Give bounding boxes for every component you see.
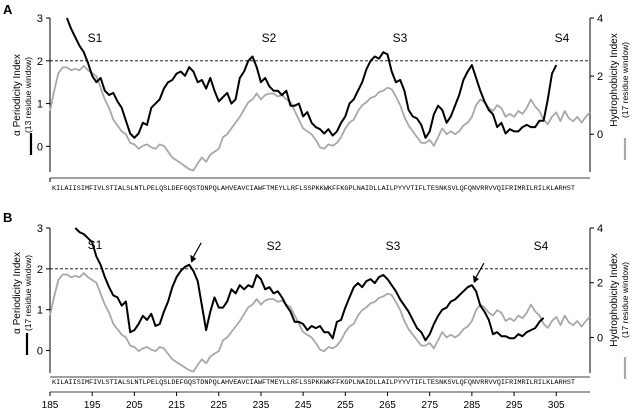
segment-label-s4: S4 [534,239,549,253]
left-tick-label: 0 [37,141,43,153]
segment-label-s2: S2 [267,239,282,253]
right-tick-label: 0 [597,332,603,344]
segment-label-s1: S1 [88,31,103,45]
x-tick-label: 215 [168,400,185,411]
right-axis-sublabel: (17 residue window) [620,262,630,338]
panel-letter: B [3,210,12,225]
right-tick-label: 4 [597,13,603,25]
hydrophobicity-line [49,272,591,373]
right-tick-label: 4 [597,223,603,235]
periodicity-line [74,227,545,342]
x-tick-label: 245 [295,400,312,411]
arrowhead-icon [472,275,479,284]
plot-area: 0 1 2 3 0 2 4 [37,13,603,182]
arrowhead-icon [190,254,197,263]
segment-label-s4: S4 [555,31,570,45]
left-tick-label: 1 [37,99,43,111]
sequence-text: KILAIISIMFIVLSTIALSLNTLPELQSLDEFGQSTDNPQ… [52,379,575,386]
left-tick-label: 2 [37,264,43,276]
x-tick-label: 305 [548,400,565,411]
left-axis-label: α Periodicity Index [12,54,23,136]
hydrophobicity-line [49,65,591,172]
right-tick-label: 2 [597,278,603,290]
x-tick-label: 185 [42,400,59,411]
periodicity-line [65,17,558,139]
left-tick-label: 2 [37,56,43,68]
sequence-text: KILAIISIMFIVLSTIALSLNTLPELQSLDEFGQSTDNPQ… [52,185,575,192]
panel-letter: A [3,2,13,17]
right-axis-sublabel: (17 residue window) [620,42,630,118]
segment-label-s3: S3 [393,31,408,45]
x-tick-label: 295 [506,400,523,411]
panel-b: B 0 1 2 3 0 2 4 185 195 205 215 225 235 245 255 265 275 2… [3,210,630,411]
x-tick-label: 195 [84,400,101,411]
x-tick-label: 205 [126,400,143,411]
segment-label-s3: S3 [386,239,401,253]
x-tick-label: 235 [253,400,270,411]
left-tick-label: 3 [37,13,43,25]
left-axis-sublabel: (17 residue window) [23,255,33,331]
x-tick-label: 255 [337,400,354,411]
left-tick-label: 3 [37,223,43,235]
left-tick-label: 0 [37,346,43,358]
left-axis-label: α Periodicity Index [12,252,23,334]
x-tick-label: 265 [379,400,396,411]
x-tick-label: 275 [421,400,438,411]
left-axis-sublabel: (13 residue window) [23,57,33,133]
segment-label-s1: S1 [88,238,103,252]
right-tick-label: 2 [597,71,603,83]
right-axis-label: Hydrophobicity Index [609,33,620,126]
panel-a: A 0 1 2 3 0 2 4 α Periodicity Index (13 residu… [3,2,630,192]
segment-label-s2: S2 [262,31,277,45]
x-tick-label: 285 [464,400,481,411]
plot-area: 0 1 2 3 0 2 4 185 195 205 215 225 235 245 255 265 275 285… [37,223,603,411]
right-axis-label: Hydrophobicity Index [609,253,620,346]
x-tick-label: 225 [210,400,227,411]
right-tick-label: 0 [597,129,603,141]
left-tick-label: 1 [37,305,43,317]
